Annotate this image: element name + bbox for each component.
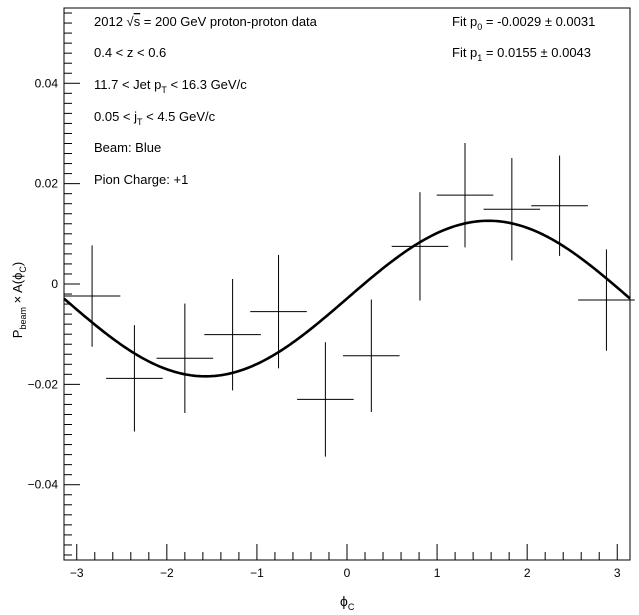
annotation-fit-p0: Fit p0 = -0.0029 ± 0.0031 xyxy=(452,14,595,32)
x-tick-label: −1 xyxy=(250,566,264,580)
data-point xyxy=(63,245,121,347)
y-tick-label: −0.04 xyxy=(28,478,59,492)
data-point xyxy=(343,299,400,412)
data-points xyxy=(63,142,635,457)
annotation-jet-pt: 11.7 < Jet pT < 16.3 GeV/c xyxy=(94,77,247,95)
y-tick-label: 0.04 xyxy=(35,76,59,90)
x-tick-label: −2 xyxy=(160,566,174,580)
annotation-jt-range: 0.05 < jT < 4.5 GeV/c xyxy=(94,109,216,127)
data-point xyxy=(391,192,449,301)
x-axis-tick-labels: −3 −2 −1 0 1 2 3 xyxy=(70,566,621,580)
data-point xyxy=(531,155,588,256)
y-tick-label: 0 xyxy=(51,277,58,291)
x-tick-label: 1 xyxy=(434,566,441,580)
y-axis-tick-labels: −0.04 −0.02 0 0.02 0.04 xyxy=(28,76,59,491)
y-axis-title: Pbeam × A(ϕC) xyxy=(10,262,28,338)
y-axis-ticks xyxy=(64,12,80,556)
y-tick-label: −0.02 xyxy=(28,377,59,391)
y-tick-label: 0.02 xyxy=(35,177,59,191)
data-point xyxy=(250,254,307,369)
data-point xyxy=(578,249,635,351)
annotation-fit-p1: Fit p1 = 0.0155 ± 0.0043 xyxy=(452,45,591,63)
x-axis-ticks xyxy=(76,544,618,560)
annotation-dataset: 2012 √s = 200 GeV proton-proton data xyxy=(94,14,318,29)
data-point xyxy=(436,142,494,248)
x-tick-label: 3 xyxy=(614,566,621,580)
data-point xyxy=(297,342,354,457)
x-axis-title: ϕC xyxy=(340,593,355,612)
x-tick-label: 2 xyxy=(524,566,531,580)
data-point xyxy=(483,158,541,261)
annotation-z-range: 0.4 < z < 0.6 xyxy=(94,45,166,60)
x-tick-label: −3 xyxy=(70,566,84,580)
fit-curve xyxy=(63,219,631,378)
data-point xyxy=(106,325,163,432)
data-point xyxy=(156,303,214,413)
annotation-pion-charge: Pion Charge: +1 xyxy=(94,172,188,187)
annotation-beam: Beam: Blue xyxy=(94,140,161,155)
x-tick-label: 0 xyxy=(344,566,351,580)
